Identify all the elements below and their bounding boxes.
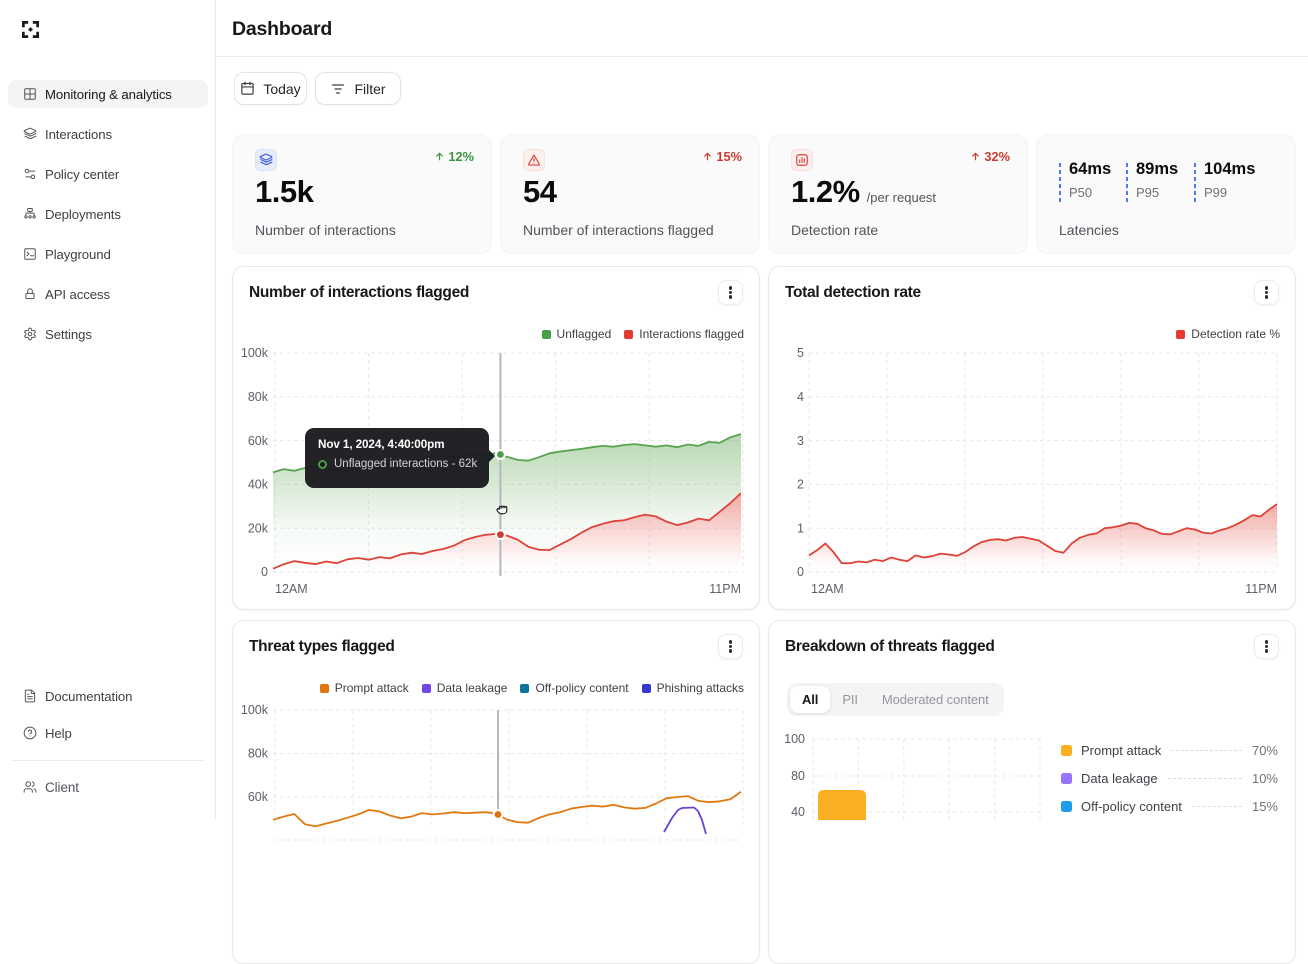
svg-text:4: 4 — [797, 390, 804, 404]
svg-text:80k: 80k — [248, 747, 269, 761]
svg-text:12AM: 12AM — [811, 582, 844, 596]
svg-text:80: 80 — [791, 769, 805, 783]
svg-text:60k: 60k — [248, 434, 269, 448]
svg-text:5: 5 — [797, 346, 804, 360]
svg-text:11PM: 11PM — [1245, 582, 1277, 596]
svg-text:0: 0 — [261, 565, 268, 579]
svg-text:20k: 20k — [248, 521, 269, 535]
svg-text:3: 3 — [797, 434, 804, 448]
svg-text:12AM: 12AM — [275, 582, 308, 596]
svg-text:0: 0 — [797, 565, 804, 579]
svg-text:60k: 60k — [248, 790, 269, 804]
svg-text:100k: 100k — [241, 703, 269, 717]
svg-text:100k: 100k — [241, 346, 269, 360]
svg-text:11PM: 11PM — [709, 582, 741, 596]
svg-text:40: 40 — [791, 805, 805, 819]
svg-text:1: 1 — [797, 521, 804, 535]
svg-text:80k: 80k — [248, 390, 269, 404]
svg-text:40k: 40k — [248, 478, 269, 492]
svg-text:2: 2 — [797, 478, 804, 492]
svg-text:100: 100 — [784, 732, 805, 746]
